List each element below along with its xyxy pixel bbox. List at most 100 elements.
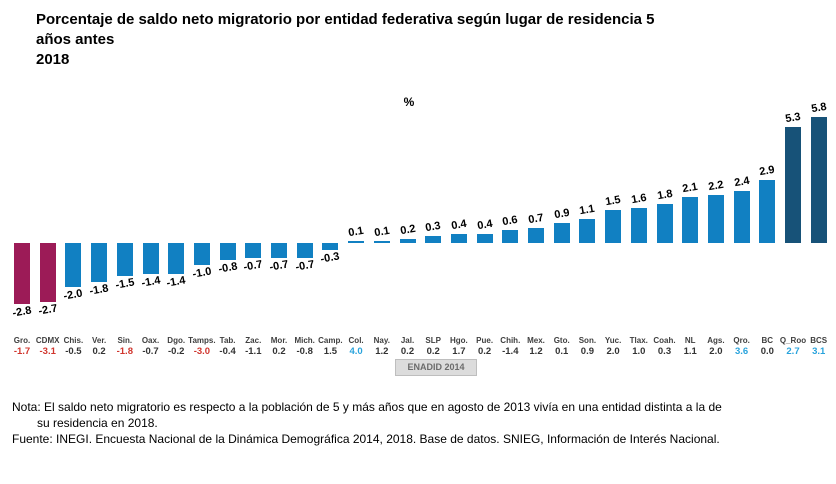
x-axis-category-label: Zac. (245, 336, 262, 345)
enadid-2014-value-label: 0.0 (760, 346, 774, 357)
enadid-2014-value-label: 0.2 (477, 346, 492, 357)
x-axis-category-label: Nay. (373, 336, 390, 345)
enadid-2014-value-label: 1.2 (529, 346, 543, 357)
enadid-2014-value-label: -0.2 (168, 346, 185, 357)
enadid-2014-value-label: -0.5 (65, 346, 82, 357)
bar-nay (373, 241, 390, 243)
enadid-2014-value-label: -3.0 (193, 346, 211, 357)
x-axis-category-label: Jal. (400, 336, 415, 345)
enadid-2014-value-label: 1.0 (632, 346, 646, 357)
enadid-2014-value-label: -0.7 (142, 346, 159, 357)
bar-ver (91, 243, 108, 282)
x-axis-category-label: Mex. (527, 336, 545, 345)
x-axis-category-label: BC (761, 336, 774, 345)
bar-cdmx (39, 243, 56, 302)
note-line2: su residencia en 2018. (37, 416, 158, 430)
bar-son (579, 219, 596, 243)
x-axis-category-label: Yuc. (604, 336, 622, 345)
x-axis-category-label: Tab. (219, 336, 236, 345)
x-axis-category-label: Mor. (270, 336, 288, 345)
bar-gto (553, 223, 570, 243)
enadid-2014-value-label: 2.0 (606, 346, 620, 357)
x-axis-category-label: Tamps. (188, 336, 216, 345)
enadid-2014-value-label: -1.7 (13, 346, 31, 357)
enadid-2014-value-label: -1.4 (502, 346, 519, 357)
enadid-2014-value-label: -1.1 (245, 346, 262, 357)
x-axis-category-label: Hgo. (450, 336, 468, 345)
bar-gro (14, 243, 30, 304)
bar-slp (425, 236, 442, 243)
bar-mex (528, 228, 544, 243)
x-axis-category-label: Camp. (318, 336, 343, 345)
enadid-2014-value-label: 0.2 (272, 346, 286, 357)
enadid-2014-legend-badge: ENADID 2014 (395, 359, 477, 376)
enadid-2014-value-label: -0.8 (296, 346, 313, 357)
x-axis-category-label: BCS (810, 336, 828, 345)
x-axis-category-label: Gro. (13, 336, 31, 345)
bar-tlax (630, 208, 647, 243)
x-axis-category-label: Chis. (63, 336, 84, 345)
x-axis-category-label: Pue. (476, 336, 494, 345)
x-axis-category-label: Oax. (141, 336, 160, 345)
x-axis-category-label: Dgo. (167, 336, 186, 345)
enadid-2014-value-label: 0.9 (580, 346, 594, 357)
x-axis-category-label: Col. (348, 336, 364, 345)
enadid-2014-value-label: 0.2 (400, 346, 415, 357)
bar-chis (65, 243, 82, 287)
enadid-2014-value-label: -0.4 (219, 346, 236, 357)
y-axis-unit-label: % (403, 95, 415, 109)
bar-dgo (168, 243, 185, 274)
enadid-2014-value-label: 0.3 (657, 346, 672, 357)
bar-zac (245, 243, 262, 258)
bar-bcs (810, 117, 827, 243)
chart-title-line1: Porcentaje de saldo neto migratorio por … (36, 11, 655, 28)
bar-sin (116, 243, 133, 276)
footer-notes: Nota: El saldo neto migratorio es respec… (12, 399, 722, 447)
enadid-2014-value-label: 0.2 (426, 346, 440, 357)
enadid-2014-value-label: 1.7 (452, 346, 466, 357)
bar-qroo (785, 127, 801, 243)
bar-yuc (605, 210, 622, 243)
bar-col (348, 241, 365, 243)
x-axis-category-label: NL (684, 336, 696, 345)
x-axis-category-label: Sin. (117, 336, 133, 345)
enadid-2014-value-label: 0.1 (555, 346, 569, 357)
enadid-2014-value-label: 4.0 (349, 346, 363, 357)
bar-chih (502, 230, 519, 243)
bar-hgo (450, 234, 467, 243)
x-axis-category-label: Son. (578, 336, 597, 345)
x-axis-category-label: Chih. (500, 336, 521, 345)
bar-bc (759, 180, 776, 243)
x-axis-category-label: Coah. (653, 336, 676, 345)
enadid-2014-value-label: 2.0 (709, 346, 723, 357)
chart-title: Porcentaje de saldo neto migratorio por … (36, 10, 655, 70)
enadid-2014-value-label: -3.1 (39, 346, 56, 357)
bar-jal (399, 239, 416, 243)
bar-coah (656, 204, 673, 243)
bar-camp (322, 243, 339, 250)
x-axis-category-label: Mich. (294, 336, 315, 345)
x-axis-category-label: CDMX (35, 336, 60, 345)
bar-pue (476, 234, 493, 243)
bar-mor (271, 243, 287, 258)
source-line: Fuente: INEGI. Encuesta Nacional de la D… (12, 432, 720, 446)
x-axis-category-label: Tlax. (629, 336, 648, 345)
chart-title-line2: años antes (36, 31, 115, 48)
bar-ags (707, 195, 724, 243)
enadid-2014-value-label: 2.7 (786, 346, 800, 357)
x-axis-category-label: SLP (425, 336, 441, 345)
bar-qro (733, 191, 750, 243)
x-axis-category-label: Q_Roo (779, 336, 807, 345)
x-axis-category-label: Qro. (733, 336, 750, 345)
enadid-2014-value-label: 1.1 (683, 346, 697, 357)
bar-nl (682, 197, 699, 243)
enadid-2014-value-label: 3.1 (812, 346, 826, 357)
x-axis-category-label: Gto. (553, 336, 570, 345)
enadid-2014-value-label: -1.8 (116, 346, 133, 357)
bar-tab (219, 243, 236, 260)
bar-oax (142, 243, 159, 274)
chart-title-year: 2018 (36, 51, 70, 68)
